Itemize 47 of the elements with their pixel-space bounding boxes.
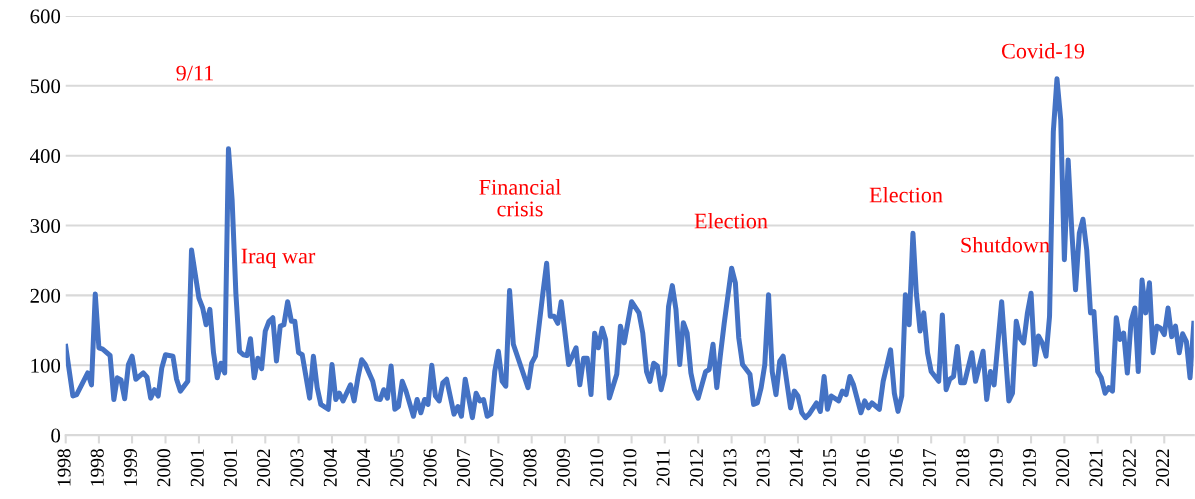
x-tick-label: 2005 [390, 449, 404, 487]
x-tick-label: 2001 [223, 449, 237, 487]
x-tick-label: 1998 [90, 449, 104, 486]
x-tick-label: 2013 [723, 449, 737, 487]
x-tick-label: 2019 [1022, 449, 1036, 487]
x-tick-label: 2016 [856, 448, 870, 487]
x-tick-label: 2010 [590, 449, 604, 487]
annotation: Financial crisis [479, 179, 561, 217]
x-tick-label: 2002 [257, 449, 271, 487]
x-tick-label: 2007 [490, 448, 504, 487]
y-tick-label: 300 [30, 218, 61, 233]
y-tick-label: 100 [31, 358, 61, 373]
x-tick-label: 1999 [123, 449, 137, 486]
x-tick-label: 2018 [956, 449, 970, 487]
x-tick-label: 2022 [1156, 449, 1170, 487]
annotation: Election [694, 212, 768, 229]
x-tick-label: 2014 [789, 448, 803, 487]
y-tick-label: 0 [51, 428, 61, 443]
x-tick-label: 2001 [190, 449, 204, 487]
x-tick-label: 2013 [756, 449, 770, 487]
x-tick-label: 2012 [689, 449, 704, 487]
x-tick-label: 2020 [1056, 449, 1070, 487]
x-tick-label: 2007 [456, 448, 471, 487]
x-tick-label: 2011 [656, 449, 670, 486]
x-tick-label: 2004 [357, 448, 371, 487]
annotation: Election [869, 186, 943, 203]
x-tick-label: 2016 [889, 448, 903, 487]
annotation: Iraq war [241, 248, 316, 269]
x-tick-label: 2022 [1122, 449, 1136, 487]
annotation: Covid-19 [1001, 42, 1085, 59]
x-tick-label: 2000 [157, 449, 171, 487]
y-tick-label: 400 [30, 149, 61, 164]
y-tick-label: 200 [30, 288, 61, 303]
x-tick-label: 2004 [323, 448, 337, 487]
x-tick-label: 2010 [623, 449, 637, 487]
x-tick-label: 2015 [823, 449, 837, 487]
x-tick-label: 1998 [57, 449, 71, 486]
x-tick-label: 2017 [922, 448, 937, 487]
x-tick-label: 2019 [989, 449, 1003, 487]
x-tick-label: 2008 [523, 449, 537, 487]
x-tick-label: 2006 [423, 448, 437, 487]
annotation: 9/11 [176, 65, 213, 81]
x-tick-label: 2021 [1089, 449, 1103, 487]
y-tick-label: 500 [30, 79, 61, 94]
x-tick-label: 2009 [556, 449, 570, 487]
y-tick-label: 600 [30, 9, 61, 24]
x-tick-label: 2003 [290, 449, 304, 487]
